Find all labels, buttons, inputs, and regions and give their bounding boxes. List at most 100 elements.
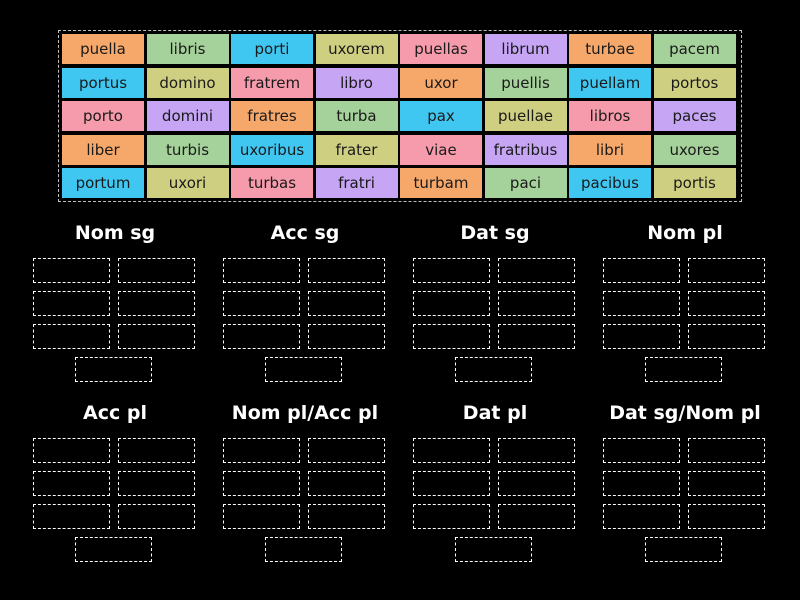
drop-slot[interactable]	[118, 324, 195, 349]
word-tile[interactable]: fratres	[231, 101, 313, 131]
drop-slot[interactable]	[223, 291, 300, 316]
drop-slot[interactable]	[645, 357, 722, 382]
drop-slot[interactable]	[75, 357, 152, 382]
drop-slot[interactable]	[688, 324, 765, 349]
word-tile[interactable]: uxores	[653, 134, 736, 165]
word-tile[interactable]: pax	[400, 101, 482, 131]
word-tile[interactable]: domini	[146, 101, 229, 131]
drop-slot[interactable]	[413, 438, 490, 463]
group-title: Nom pl/Acc pl	[231, 402, 379, 424]
drop-slot[interactable]	[223, 504, 300, 529]
word-tile[interactable]: turbam	[400, 168, 482, 198]
drop-slot[interactable]	[603, 324, 680, 349]
word-tile[interactable]: porti	[231, 34, 313, 64]
word-tile[interactable]: paci	[484, 168, 567, 198]
drop-slot[interactable]	[645, 537, 722, 562]
drop-slot[interactable]	[688, 258, 765, 283]
drop-slot[interactable]	[498, 324, 575, 349]
drop-slot[interactable]	[603, 438, 680, 463]
drop-slot[interactable]	[498, 471, 575, 496]
word-tile[interactable]: portum	[62, 168, 144, 198]
drop-slot[interactable]	[308, 291, 385, 316]
drop-slot[interactable]	[308, 438, 385, 463]
drop-slot[interactable]	[118, 504, 195, 529]
word-tile[interactable]: libro	[315, 67, 398, 98]
drop-slot[interactable]	[308, 504, 385, 529]
word-tile[interactable]: librum	[484, 34, 567, 64]
drop-slot[interactable]	[413, 258, 490, 283]
word-tile[interactable]: portus	[62, 67, 144, 98]
word-tile[interactable]: puellis	[484, 67, 567, 98]
drop-slot[interactable]	[688, 471, 765, 496]
drop-slot[interactable]	[413, 504, 490, 529]
word-tile[interactable]: frater	[315, 134, 398, 165]
word-tile[interactable]: porto	[62, 101, 144, 131]
word-tile[interactable]: puellae	[484, 101, 567, 131]
word-tile[interactable]: turba	[315, 101, 398, 131]
word-tile[interactable]: turbae	[569, 34, 651, 64]
drop-slot[interactable]	[308, 471, 385, 496]
drop-slot[interactable]	[603, 291, 680, 316]
drop-slot[interactable]	[603, 504, 680, 529]
word-tile[interactable]: liber	[62, 134, 144, 165]
drop-slot[interactable]	[33, 291, 110, 316]
drop-slot[interactable]	[33, 324, 110, 349]
drop-slot[interactable]	[118, 258, 195, 283]
drop-slot[interactable]	[75, 537, 152, 562]
drop-slot[interactable]	[603, 258, 680, 283]
drop-slot[interactable]	[223, 438, 300, 463]
word-tile[interactable]: libris	[146, 34, 229, 64]
drop-slot[interactable]	[688, 438, 765, 463]
word-tile[interactable]: libri	[569, 134, 651, 165]
word-tile[interactable]: domino	[146, 67, 229, 98]
word-tile[interactable]: puella	[62, 34, 144, 64]
word-tile[interactable]: fratrem	[231, 67, 313, 98]
drop-slot[interactable]	[265, 537, 342, 562]
word-tile[interactable]: portis	[653, 168, 736, 198]
drop-slot[interactable]	[223, 258, 300, 283]
drop-slot[interactable]	[688, 504, 765, 529]
drop-slot[interactable]	[413, 471, 490, 496]
drop-slot[interactable]	[413, 324, 490, 349]
drop-slot[interactable]	[498, 291, 575, 316]
drop-slot[interactable]	[265, 357, 342, 382]
drop-slot[interactable]	[688, 291, 765, 316]
word-tile[interactable]: portos	[653, 67, 736, 98]
word-tile[interactable]: paces	[653, 101, 736, 131]
drop-slot[interactable]	[308, 324, 385, 349]
word-tile[interactable]: uxori	[146, 168, 229, 198]
drop-slot[interactable]	[455, 537, 532, 562]
drop-slot[interactable]	[33, 471, 110, 496]
word-tile[interactable]: turbis	[146, 134, 229, 165]
word-tile[interactable]: viae	[400, 134, 482, 165]
drop-slot[interactable]	[498, 438, 575, 463]
drop-slot[interactable]	[223, 324, 300, 349]
word-tile[interactable]: uxor	[400, 67, 482, 98]
drop-slot[interactable]	[223, 471, 300, 496]
word-tile[interactable]: puellam	[569, 67, 651, 98]
word-tile[interactable]: libros	[569, 101, 651, 131]
drop-slot[interactable]	[33, 258, 110, 283]
group-title: Dat pl	[462, 402, 528, 424]
group-title: Dat sg	[460, 222, 530, 244]
word-tile[interactable]: fratri	[315, 168, 398, 198]
word-tile[interactable]: turbas	[231, 168, 313, 198]
drop-slot[interactable]	[413, 291, 490, 316]
drop-slot[interactable]	[603, 471, 680, 496]
drop-slot[interactable]	[118, 471, 195, 496]
drop-slot[interactable]	[118, 291, 195, 316]
word-tile[interactable]: pacem	[653, 34, 736, 64]
word-tile[interactable]: uxorem	[315, 34, 398, 64]
drop-slot[interactable]	[498, 258, 575, 283]
drop-slot[interactable]	[118, 438, 195, 463]
word-tile[interactable]: puellas	[400, 34, 482, 64]
drop-slot[interactable]	[33, 438, 110, 463]
drop-slot[interactable]	[498, 504, 575, 529]
word-tile[interactable]: uxoribus	[231, 134, 313, 165]
drop-slot[interactable]	[308, 258, 385, 283]
group-title: Acc sg	[270, 222, 340, 244]
word-tile[interactable]: fratribus	[484, 134, 567, 165]
drop-slot[interactable]	[455, 357, 532, 382]
word-tile[interactable]: pacibus	[569, 168, 651, 198]
drop-slot[interactable]	[33, 504, 110, 529]
